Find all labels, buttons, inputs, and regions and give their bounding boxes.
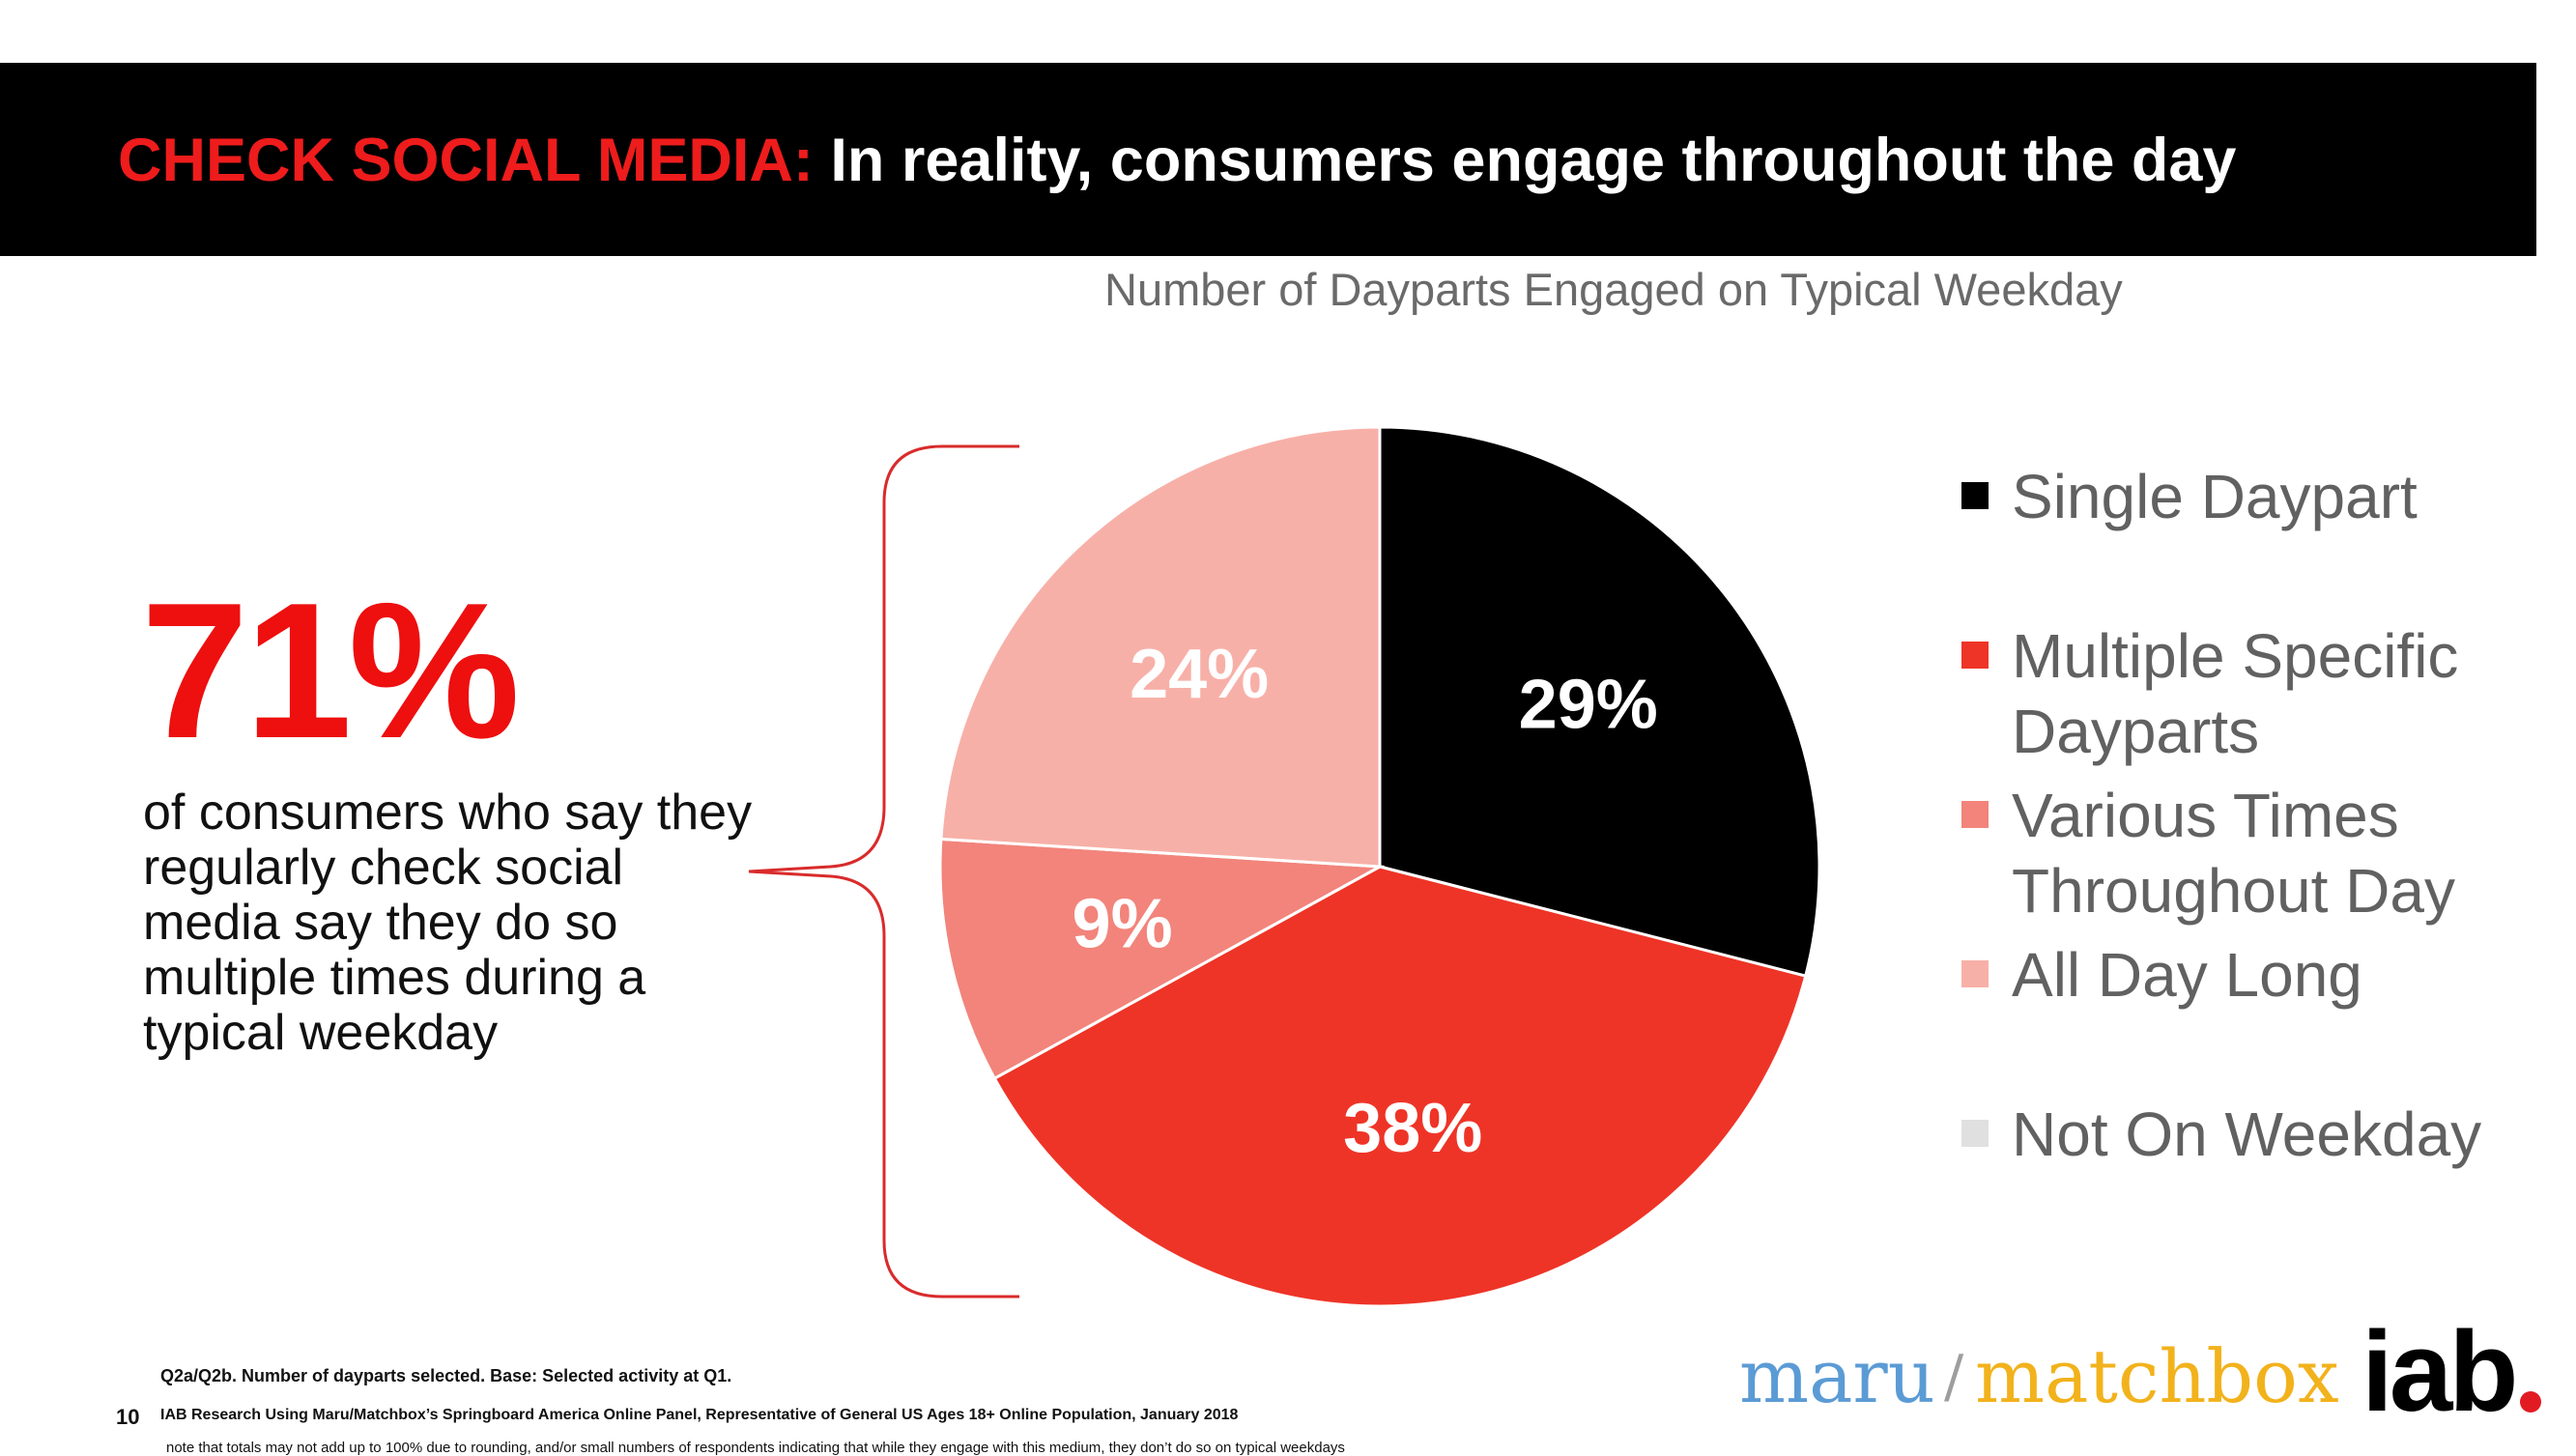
pie-slice-various-times-throughout-day — [938, 837, 1386, 1081]
legend-swatch — [1961, 960, 1989, 987]
page-number: 10 — [116, 1405, 140, 1429]
footnote-question: Q2a/Q2b. Number of dayparts selected. Ba… — [160, 1366, 732, 1385]
title-rest: In reality, consumers engage throughout … — [813, 127, 2237, 194]
pie-slice-single-daypart — [1378, 425, 1821, 978]
chart-title: Number of Dayparts Engaged on Typical We… — [1104, 264, 2123, 315]
bracket — [748, 444, 1019, 1299]
stat-description: of consumers who say they regularly chec… — [143, 785, 753, 1061]
legend-label: Multiple Specific Dayparts — [2012, 621, 2459, 766]
legend-label: Single Daypart — [2012, 462, 2418, 531]
iab-logo-dot — [2520, 1391, 2541, 1413]
legend-swatch — [1961, 801, 1989, 828]
pie-slice-all-day-long — [939, 425, 1382, 869]
pie-slice-multiple-specific-dayparts — [992, 865, 1808, 1308]
matchbox-logo: matchbox — [1975, 1333, 2339, 1419]
pie-label-multiple-specific-dayparts: 38% — [1343, 1090, 1482, 1167]
pie-label-all-day-long: 24% — [1130, 636, 1269, 713]
page-title: CHECK SOCIAL MEDIA: In reality, consumer… — [118, 122, 2236, 199]
header-bar — [0, 63, 2536, 256]
pie-label-various-times-throughout-day: 9% — [1073, 886, 1173, 963]
legend-label: Not On Weekday — [2012, 1099, 2482, 1169]
legend-swatch — [1961, 1120, 1989, 1147]
footnote-source: IAB Research Using Maru/Matchbox’s Sprin… — [160, 1407, 1239, 1423]
title-highlight: CHECK SOCIAL MEDIA: — [118, 127, 814, 194]
legend-swatch — [1961, 482, 1989, 509]
footnote-note: note that totals may not add up to 100% … — [166, 1440, 1345, 1456]
legend-swatch — [1961, 642, 1989, 669]
logo-group: maru / matchbox iab — [1739, 1308, 2541, 1436]
legend-label: All Day Long — [2012, 940, 2362, 1010]
legend-label: Various Times Throughout Day — [2012, 781, 2455, 926]
maru-logo: maru — [1739, 1333, 1935, 1419]
logo-slash: / — [1944, 1343, 1964, 1411]
stat-value: 71% — [141, 563, 520, 779]
iab-logo: iab — [2361, 1308, 2518, 1436]
pie-label-single-daypart: 29% — [1519, 667, 1658, 744]
